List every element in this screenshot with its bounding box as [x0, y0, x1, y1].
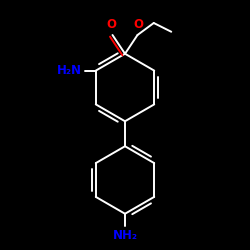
Text: H₂N: H₂N: [57, 64, 82, 77]
Text: O: O: [134, 18, 144, 31]
Text: O: O: [106, 18, 116, 30]
Text: NH₂: NH₂: [112, 229, 138, 242]
